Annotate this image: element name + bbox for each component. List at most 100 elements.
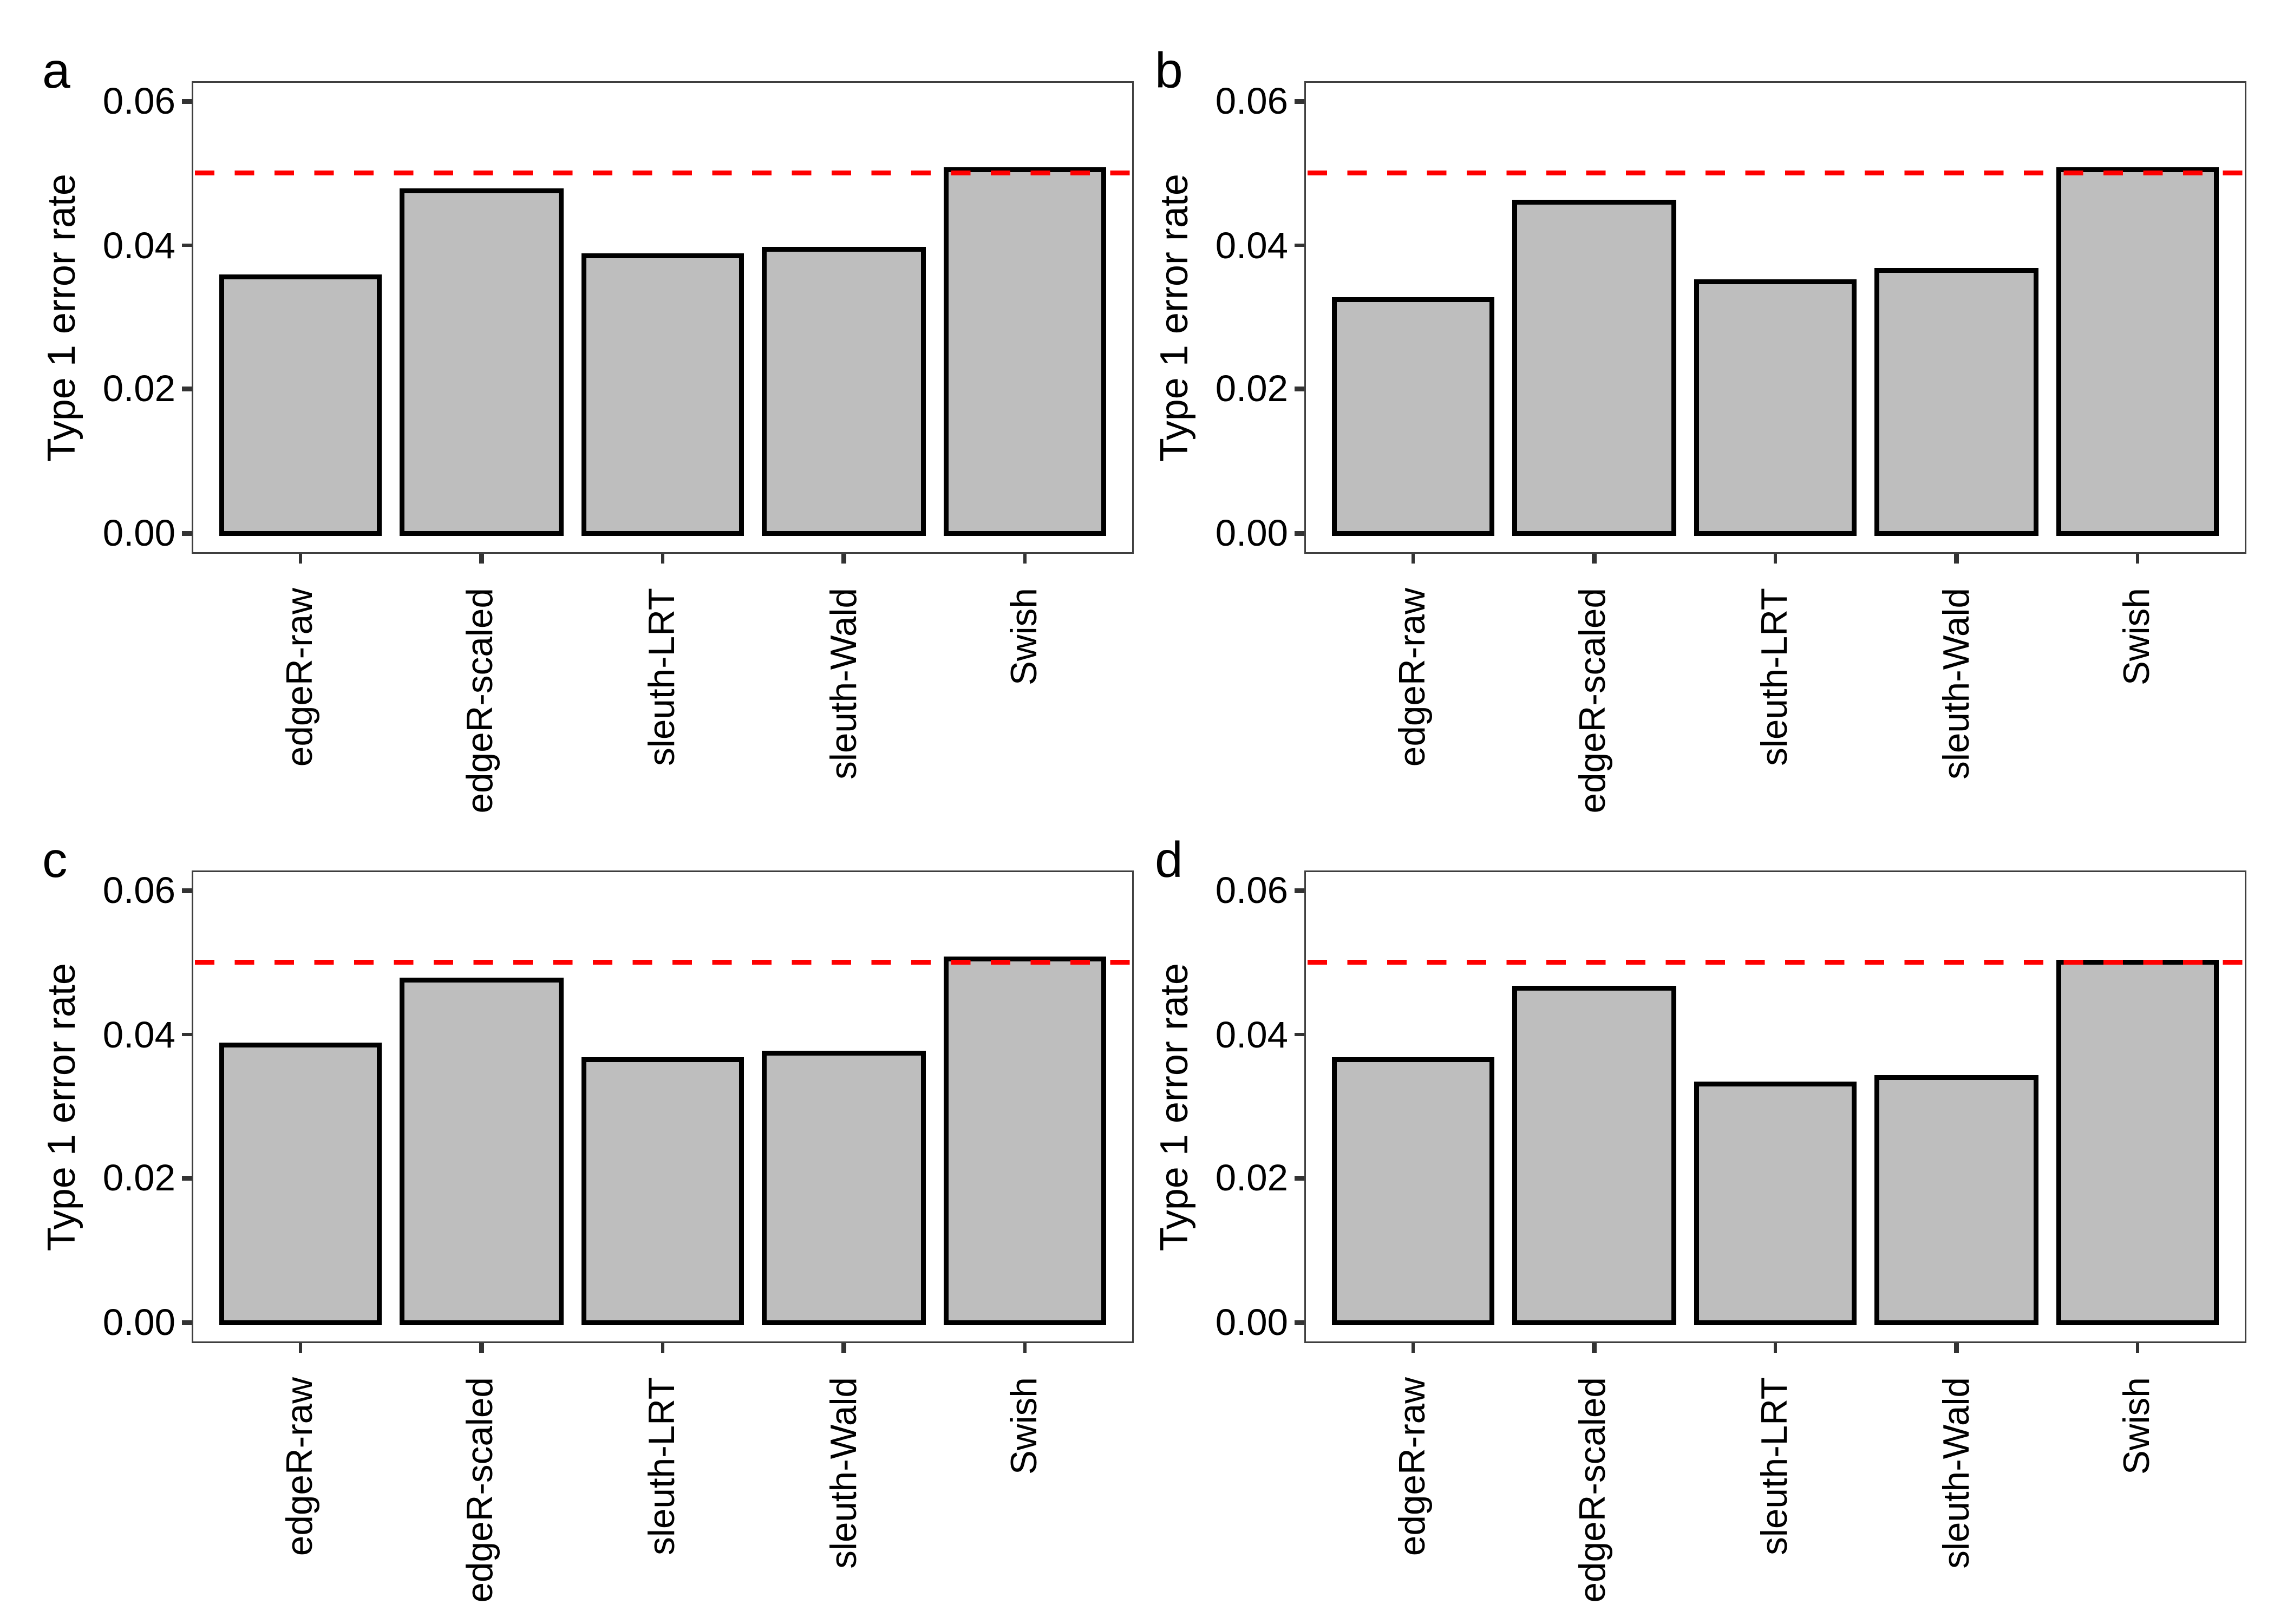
- x-axis-label-container: edgeR-scaled: [1565, 1377, 1623, 1605]
- x-axis-label-container: edgeR-scaled: [1565, 588, 1623, 815]
- bar-sleuth-Wald: [1875, 1075, 2038, 1325]
- bar-sleuth-Wald: [762, 1050, 926, 1325]
- y-axis-tick: [182, 888, 192, 893]
- x-axis-tick: [1592, 1343, 1597, 1353]
- y-axis-tick: [182, 1176, 192, 1181]
- x-axis-label-container: edgeR-raw: [271, 1377, 330, 1605]
- x-axis-label-container: Swish: [2108, 588, 2167, 815]
- panel-letter: d: [1155, 831, 1183, 888]
- x-axis-tick: [1954, 554, 1959, 564]
- y-axis-tick-label: 0.02: [1215, 1156, 1288, 1199]
- bar-sleuth-LRT: [581, 1057, 744, 1325]
- panel-d: d Type 1 error rate 0.00 0.02 0.04 0.06 edge…: [1113, 789, 2250, 1603]
- x-axis-tick: [1410, 1343, 1415, 1353]
- x-axis-label: Swish: [1004, 1377, 1045, 1475]
- y-axis-tick-label: 0.04: [102, 1012, 175, 1055]
- bar-edgeR-scaled: [1512, 199, 1676, 536]
- x-axis-label-container: edgeR-raw: [271, 588, 330, 815]
- x-axis-label: sleuth-LRT: [1754, 1377, 1795, 1555]
- bar-sleuth-LRT: [1694, 278, 1857, 536]
- panel-border: [1304, 81, 2246, 554]
- y-axis-tick: [1295, 1032, 1304, 1037]
- bar-sleuth-Wald: [1875, 267, 2038, 536]
- y-axis-tick: [182, 1032, 192, 1037]
- panel-border: [1304, 870, 2246, 1343]
- y-axis-title-container: Type 1 error rate: [36, 870, 91, 1343]
- x-axis-label: sleuth-LRT: [1754, 588, 1795, 766]
- plot-area: [192, 870, 1134, 1343]
- x-axis-tick: [2135, 1343, 2140, 1353]
- x-axis-tick: [1592, 554, 1597, 564]
- x-axis-label: sleuth-LRT: [642, 588, 682, 766]
- y-axis-tick-label: 0.06: [1215, 80, 1288, 122]
- y-axis-tick: [182, 531, 192, 535]
- x-axis-label-container: Swish: [996, 588, 1054, 815]
- x-axis-label-container: sleuth-Wald: [1927, 588, 1986, 815]
- x-axis-tick: [841, 554, 846, 564]
- y-axis-tick: [182, 99, 192, 104]
- x-axis-tick: [1954, 1343, 1959, 1353]
- y-axis-title: Type 1 error rate: [1153, 962, 1197, 1251]
- bar-edgeR-scaled: [1512, 985, 1676, 1325]
- x-axis-label-container: sleuth-LRT: [633, 588, 692, 815]
- y-axis-tick-label: 0.00: [1215, 511, 1288, 554]
- y-axis-tick-label: 0.02: [1215, 367, 1288, 410]
- y-axis-tick-label: 0.06: [102, 80, 175, 122]
- y-axis-tick: [182, 1320, 192, 1325]
- y-axis-title: Type 1 error rate: [1153, 173, 1197, 462]
- x-axis-label: sleuth-Wald: [1935, 588, 1976, 780]
- x-axis-tick: [479, 1343, 484, 1353]
- y-axis-tick: [1295, 531, 1304, 535]
- x-axis-label: edgeR-scaled: [1573, 1377, 1614, 1603]
- plot-area: [192, 81, 1134, 554]
- bar-Swish: [2056, 167, 2219, 536]
- x-axis-label-container: sleuth-LRT: [1746, 588, 1805, 815]
- y-axis-tick-label: 0.06: [1215, 869, 1288, 912]
- x-axis-label: sleuth-LRT: [642, 1377, 682, 1555]
- x-axis-label: edgeR-scaled: [1573, 588, 1614, 814]
- bar-edgeR-raw: [219, 275, 382, 536]
- x-axis-tick: [660, 554, 665, 564]
- y-axis-tick: [1295, 1320, 1304, 1325]
- panel-border: [192, 81, 1134, 554]
- bar-Swish: [943, 167, 1107, 536]
- y-axis-tick-label: 0.04: [102, 223, 175, 266]
- bar-Swish: [943, 956, 1107, 1325]
- x-axis-label: edgeR-scaled: [460, 1377, 501, 1603]
- x-axis-tick: [298, 1343, 303, 1353]
- x-axis-label-container: sleuth-LRT: [1746, 1377, 1805, 1605]
- x-axis-tick: [1773, 554, 1778, 564]
- y-axis-tick-label: 0.00: [1215, 1300, 1288, 1343]
- x-axis-tick: [2135, 554, 2140, 564]
- y-axis-tick: [1295, 387, 1304, 392]
- x-axis-label: sleuth-Wald: [822, 588, 864, 780]
- reference-line: [1308, 960, 2243, 966]
- y-axis-tick-label: 0.04: [1215, 223, 1288, 266]
- y-axis-tick-label: 0.04: [1215, 1012, 1288, 1055]
- x-axis-label: edgeR-raw: [279, 588, 320, 767]
- panel-letter: b: [1155, 42, 1183, 99]
- y-axis-tick: [182, 243, 192, 248]
- plot-area: [1304, 81, 2246, 554]
- y-axis-title-container: Type 1 error rate: [36, 81, 91, 554]
- y-axis-tick-label: 0.00: [102, 511, 175, 554]
- panel-a: a Type 1 error rate 0.00 0.02 0.04 0.06 edge…: [0, 0, 1137, 815]
- x-axis-label-container: sleuth-Wald: [815, 1377, 873, 1605]
- y-axis-tick-label: 0.06: [102, 869, 175, 912]
- x-axis-label-container: edgeR-scaled: [452, 588, 511, 815]
- x-axis-label-container: sleuth-Wald: [1927, 1377, 1986, 1605]
- panel-c: c Type 1 error rate 0.00 0.02 0.04 0.06 edge…: [0, 789, 1137, 1603]
- x-axis-tick: [1023, 1343, 1028, 1353]
- x-axis-tick: [1773, 1343, 1778, 1353]
- x-axis-tick: [479, 554, 484, 564]
- bar-sleuth-Wald: [762, 246, 926, 536]
- y-axis-title-container: Type 1 error rate: [1148, 870, 1204, 1343]
- bar-sleuth-LRT: [1694, 1082, 1857, 1325]
- y-axis-tick-label: 0.02: [102, 1156, 175, 1199]
- bar-edgeR-scaled: [400, 978, 563, 1325]
- y-axis-title: Type 1 error rate: [41, 173, 84, 462]
- x-axis-label-container: edgeR-scaled: [452, 1377, 511, 1605]
- panel-border: [192, 870, 1134, 1343]
- x-axis-label: Swish: [1004, 588, 1045, 686]
